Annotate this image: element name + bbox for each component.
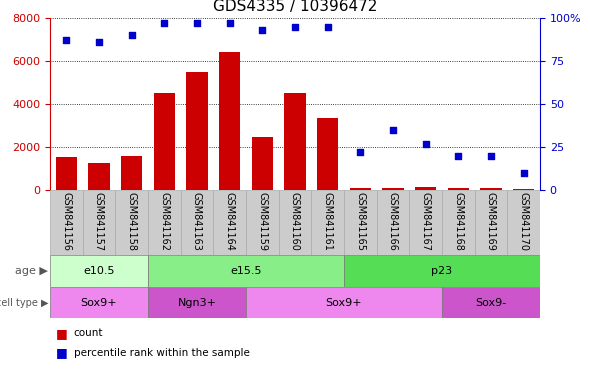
Bar (55, 157, 77, 190)
Point (356, 149, 365, 155)
Bar (219, 52, 240, 190)
Bar (214, 190, 246, 255)
Bar (121, 156, 142, 190)
Text: GSM841165: GSM841165 (355, 192, 365, 251)
Bar (442, 287, 540, 318)
Bar (278, 190, 312, 255)
Text: GSM841156: GSM841156 (61, 192, 71, 251)
Bar (181, 190, 214, 255)
Bar (186, 72, 208, 190)
Text: GSM841159: GSM841159 (257, 192, 267, 251)
Bar (350, 188, 371, 190)
Text: GSM841163: GSM841163 (192, 192, 202, 251)
Text: GSM841170: GSM841170 (519, 192, 529, 251)
Text: GSM841169: GSM841169 (486, 192, 496, 251)
Point (454, 152, 463, 159)
Text: GSM841162: GSM841162 (159, 192, 169, 251)
Point (486, 152, 496, 159)
Bar (442, 190, 475, 255)
Bar (88, 163, 110, 190)
Point (94, 39, 104, 45)
Text: ■: ■ (56, 327, 68, 340)
Point (192, 20, 202, 26)
Text: age ▶: age ▶ (15, 266, 48, 276)
Bar (475, 190, 507, 255)
Text: p23: p23 (431, 266, 453, 276)
Point (225, 20, 234, 26)
Point (160, 20, 169, 26)
Point (323, 23, 332, 30)
Text: GSM841166: GSM841166 (388, 192, 398, 251)
Bar (148, 190, 181, 255)
Text: Sox9+: Sox9+ (326, 298, 362, 308)
Text: e15.5: e15.5 (230, 266, 262, 276)
Bar (246, 287, 442, 318)
Text: GDS4335 / 10396472: GDS4335 / 10396472 (213, 0, 377, 14)
Bar (284, 93, 306, 190)
Bar (448, 188, 469, 190)
Text: GSM841168: GSM841168 (453, 192, 463, 251)
Text: GSM841160: GSM841160 (290, 192, 300, 251)
Bar (50, 190, 83, 255)
Text: percentile rank within the sample: percentile rank within the sample (74, 348, 250, 358)
Text: e10.5: e10.5 (83, 266, 114, 276)
Point (290, 23, 300, 30)
Bar (409, 190, 442, 255)
Bar (376, 190, 409, 255)
Bar (480, 188, 502, 190)
Bar (513, 189, 535, 190)
Text: GSM841167: GSM841167 (421, 192, 431, 251)
Text: GSM841158: GSM841158 (127, 192, 137, 251)
Point (421, 141, 430, 147)
Point (388, 127, 398, 133)
Bar (312, 190, 344, 255)
Point (519, 170, 529, 176)
Bar (415, 187, 436, 190)
Bar (344, 190, 376, 255)
Bar (83, 190, 115, 255)
Point (61, 37, 71, 43)
Bar (154, 93, 175, 190)
Point (258, 27, 267, 33)
Text: Sox9-: Sox9- (476, 298, 507, 308)
Text: Sox9+: Sox9+ (81, 298, 117, 308)
Text: GSM841164: GSM841164 (225, 192, 235, 251)
Bar (148, 287, 246, 318)
Text: ■: ■ (56, 346, 68, 359)
Text: GSM841157: GSM841157 (94, 192, 104, 251)
Bar (50, 287, 148, 318)
Text: Ngn3+: Ngn3+ (178, 298, 217, 308)
Bar (344, 255, 540, 287)
Bar (246, 190, 278, 255)
Bar (148, 255, 344, 287)
Bar (507, 190, 540, 255)
Text: GSM841161: GSM841161 (323, 192, 333, 251)
Bar (50, 255, 148, 287)
Bar (382, 188, 404, 190)
Bar (252, 137, 273, 190)
Text: cell type ▶: cell type ▶ (0, 298, 48, 308)
Bar (317, 118, 338, 190)
Point (127, 32, 136, 38)
Text: count: count (74, 328, 103, 338)
Bar (115, 190, 148, 255)
